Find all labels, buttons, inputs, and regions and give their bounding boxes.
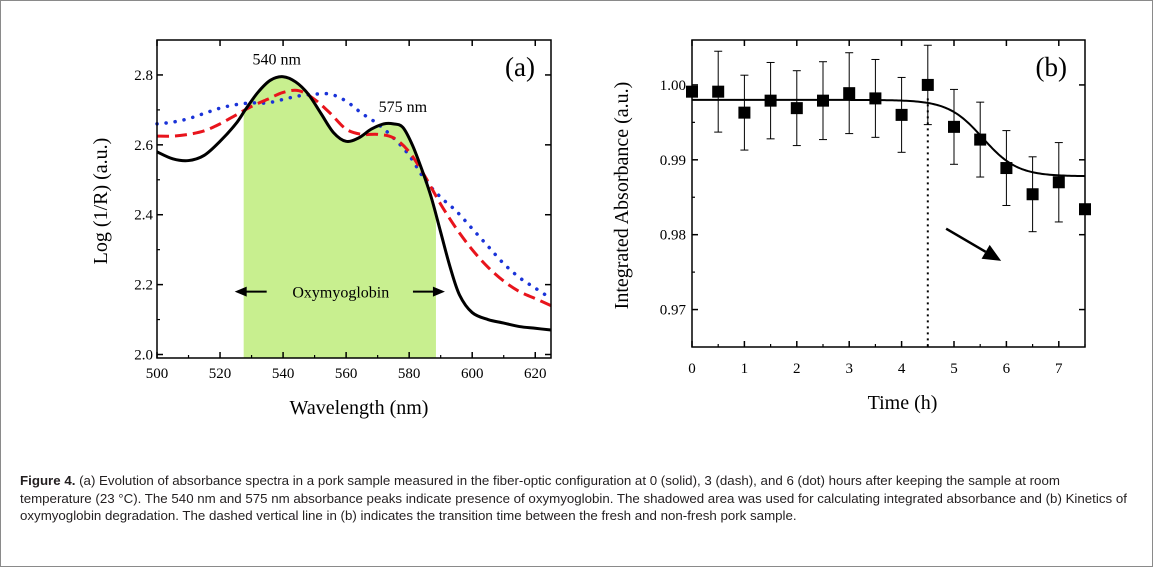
oxymyoglobin-left-arrowhead [234, 286, 247, 297]
trend-arrowhead [981, 244, 1002, 261]
panel-a-label: (a) [505, 52, 535, 82]
y-tick-label-a: 2.8 [134, 68, 153, 84]
oxymyoglobin-label: Oxymyoglobin [292, 285, 389, 302]
x-tick-label-b: 1 [741, 361, 749, 377]
x-tick-label-b: 0 [688, 361, 696, 377]
absorbance-points-group [686, 44, 1091, 233]
data-point [817, 94, 829, 107]
x-tick-label-a: 540 [272, 366, 295, 382]
y-axis-label-a: Log (1/R) (a.u.) [90, 138, 112, 265]
data-point [738, 106, 751, 119]
panel-b: 0 1 2 3 4 5 6 7 0.97 0.98 0.99 1.00 (b) Time (h) In… [611, 39, 1091, 414]
y-tick-label-b: 0.99 [660, 153, 686, 169]
data-point [843, 87, 856, 100]
peak-annotation-575: 575 nm [379, 99, 428, 116]
plot-b-frame [691, 39, 1086, 348]
y-axis-label-b: Integrated Absorbance (a.u.) [611, 82, 633, 310]
x-tick-label-b: 2 [793, 361, 801, 377]
series-line-dash [156, 88, 552, 307]
x-tick-label-b: 3 [845, 361, 853, 377]
spectra-series-group [155, 75, 553, 332]
x-tick-label-a: 580 [398, 366, 421, 382]
y-tick-label-b: 0.98 [660, 228, 686, 244]
panel-a: 500 520 540 560 580 600 620 2.0 2.2 2.4 2.6 2.8 (a)… [90, 39, 553, 419]
plot-b-ticks: 0 1 2 3 4 5 6 7 0.97 0.98 0.99 1.00 [660, 40, 1086, 377]
series-line-solid [156, 75, 552, 332]
caption-label: Figure 4. [20, 473, 76, 488]
x-tick-label-b: 5 [950, 361, 958, 377]
data-point [1026, 188, 1039, 201]
peak-annotation-540: 540 nm [253, 52, 302, 69]
data-point [869, 92, 882, 105]
data-point [948, 120, 960, 133]
data-point [1000, 162, 1013, 175]
data-point [712, 85, 725, 98]
figure-caption: Figure 4. (a) Evolution of absorbance sp… [20, 472, 1130, 525]
oxymyoglobin-range-marker: Oxymyoglobin [234, 285, 445, 302]
panel-b-label: (b) [1036, 52, 1067, 82]
x-tick-label-b: 6 [1003, 361, 1011, 377]
x-tick-label-a: 600 [461, 366, 484, 382]
x-tick-label-b: 4 [898, 361, 906, 377]
oxymyoglobin-right-arrowhead [432, 286, 445, 297]
data-point [921, 78, 934, 91]
data-point [764, 94, 777, 107]
x-tick-label-a: 560 [335, 366, 358, 382]
y-tick-label-b: 1.00 [660, 78, 686, 94]
y-tick-label-a: 2.4 [134, 208, 153, 224]
caption-text: (a) Evolution of absorbance spectra in a… [20, 473, 1127, 523]
plot-a-frame [156, 39, 552, 359]
sigmoid-fit-line [692, 98, 1086, 178]
x-axis-label-a: Wavelength (nm) [290, 397, 429, 419]
x-axis-label-b: Time (h) [868, 392, 938, 414]
plot-a-ticks: 500 520 540 560 580 600 620 2.0 2.2 2.4 2.6 2.8 [134, 40, 551, 382]
data-point [686, 85, 698, 98]
y-tick-label-b: 0.97 [660, 303, 687, 319]
x-tick-label-a: 620 [524, 366, 547, 382]
y-tick-label-a: 2.2 [134, 278, 153, 294]
data-point [1052, 176, 1065, 189]
x-tick-label-a: 520 [209, 366, 232, 382]
data-point [790, 102, 803, 115]
oxymyoglobin-shaded-region [243, 76, 436, 358]
data-point [895, 108, 908, 121]
x-tick-label-a: 500 [146, 366, 169, 382]
data-point [974, 133, 987, 146]
data-point [1079, 203, 1091, 216]
y-tick-label-a: 2.6 [134, 138, 153, 154]
y-tick-label-a: 2.0 [134, 348, 153, 364]
trend-arrow [945, 227, 1002, 261]
x-tick-label-b: 7 [1055, 361, 1063, 377]
trend-arrow-line [945, 227, 987, 253]
